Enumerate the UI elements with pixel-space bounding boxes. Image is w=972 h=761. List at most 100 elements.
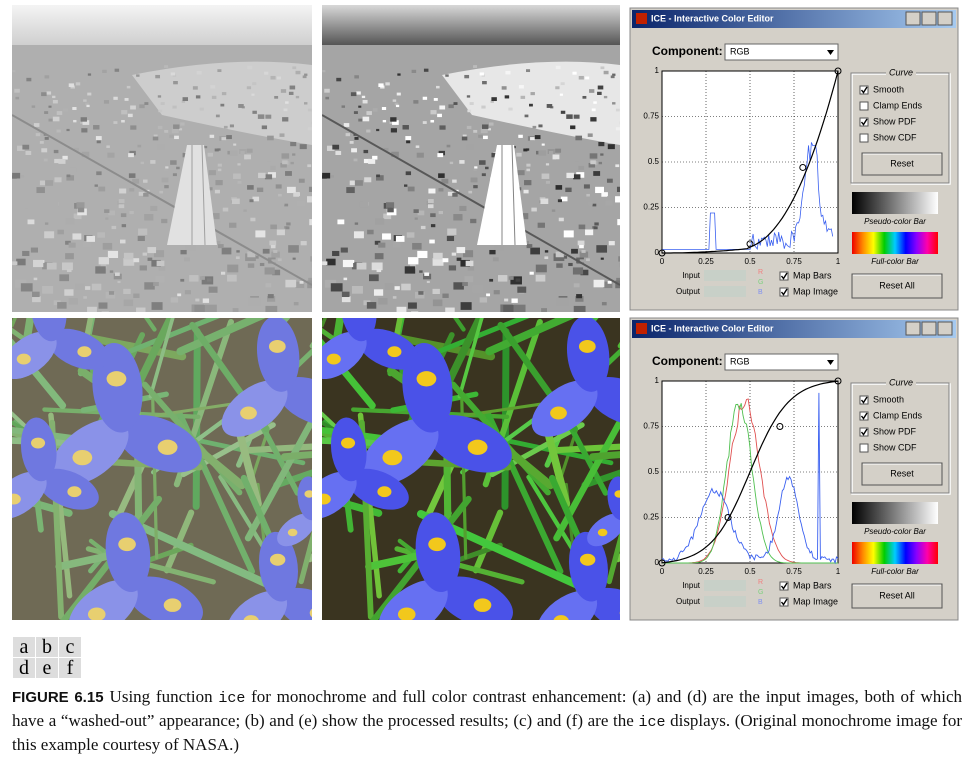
control-point[interactable]: [724, 514, 732, 521]
checkbox-label: Smooth: [873, 394, 904, 404]
block: [396, 92, 401, 96]
block: [466, 125, 472, 130]
petal-center: [387, 346, 402, 358]
block: [66, 128, 70, 132]
petal-center: [16, 353, 31, 365]
component-select[interactable]: [724, 353, 839, 371]
block: [195, 298, 200, 302]
block: [12, 172, 21, 179]
figure-number: FIGURE 6.15: [12, 689, 104, 706]
control-point[interactable]: [799, 163, 807, 171]
checkbox[interactable]: [859, 443, 869, 453]
block: [479, 72, 484, 76]
petal: [330, 417, 367, 482]
leaf: [322, 420, 354, 442]
block: [248, 297, 261, 307]
block: [618, 256, 620, 262]
block: [422, 121, 427, 124]
block: [66, 174, 71, 178]
petal: [226, 590, 288, 620]
channel-label: G: [758, 279, 763, 286]
block: [461, 136, 468, 141]
button[interactable]: [851, 273, 943, 299]
petal: [607, 476, 620, 521]
checkbox[interactable]: [859, 117, 869, 127]
block: [466, 144, 474, 150]
block: [133, 258, 140, 263]
output-field: [704, 596, 746, 607]
petal: [50, 418, 129, 486]
block: [144, 102, 149, 105]
checkbox[interactable]: [859, 101, 869, 111]
component-select[interactable]: [724, 43, 839, 61]
block: [156, 260, 165, 267]
block: [256, 187, 264, 193]
block: [603, 95, 608, 99]
minimize-button[interactable]: [905, 11, 921, 26]
leaf: [176, 318, 266, 356]
block: [350, 92, 357, 97]
control-point[interactable]: [658, 559, 666, 567]
block: [558, 217, 564, 222]
block: [266, 158, 272, 162]
petal: [531, 380, 598, 437]
petal: [587, 587, 620, 620]
checkbox[interactable]: [859, 133, 869, 143]
petal: [258, 531, 298, 602]
block: [280, 202, 285, 206]
block: [137, 235, 145, 242]
checkbox[interactable]: [779, 271, 789, 281]
checkbox[interactable]: [779, 597, 789, 607]
maximize-button[interactable]: [921, 11, 937, 26]
checkbox[interactable]: [779, 287, 789, 297]
checkbox[interactable]: [859, 395, 869, 405]
block: [298, 178, 305, 183]
control-point[interactable]: [834, 377, 842, 385]
block: [142, 252, 147, 256]
block: [342, 259, 354, 268]
maximize-button[interactable]: [921, 321, 937, 336]
control-point[interactable]: [746, 240, 754, 248]
block: [126, 85, 131, 89]
block: [297, 200, 305, 206]
block: [172, 74, 177, 77]
block: [75, 82, 81, 86]
block: [114, 272, 120, 276]
block: [17, 145, 25, 151]
button[interactable]: [861, 152, 943, 176]
close-button[interactable]: [937, 321, 953, 336]
block: [524, 240, 530, 245]
block: [170, 72, 175, 76]
block: [81, 128, 88, 133]
checkbox[interactable]: [779, 581, 789, 591]
block: [353, 158, 358, 162]
ice-window: ICE - Interactive Color Editor Component:…: [629, 7, 959, 311]
control-point[interactable]: [834, 67, 842, 75]
block: [155, 74, 161, 79]
block: [53, 149, 59, 154]
button[interactable]: [851, 583, 943, 609]
block: [591, 108, 596, 112]
group-title-bg: [886, 378, 916, 388]
block: [470, 218, 477, 224]
control-point[interactable]: [658, 249, 666, 257]
block: [172, 173, 177, 177]
checkbox[interactable]: [859, 85, 869, 95]
block: [426, 280, 430, 284]
block: [22, 250, 30, 257]
block: [221, 137, 227, 141]
block: [208, 187, 213, 191]
control-point[interactable]: [776, 423, 784, 430]
block: [481, 74, 485, 77]
block: [258, 172, 266, 179]
checkbox[interactable]: [859, 411, 869, 421]
checkbox[interactable]: [859, 427, 869, 437]
minimize-button[interactable]: [905, 321, 921, 336]
block: [529, 271, 534, 275]
block: [345, 133, 351, 137]
button[interactable]: [861, 462, 943, 486]
block: [111, 225, 117, 230]
close-button[interactable]: [937, 11, 953, 26]
block: [164, 185, 169, 189]
